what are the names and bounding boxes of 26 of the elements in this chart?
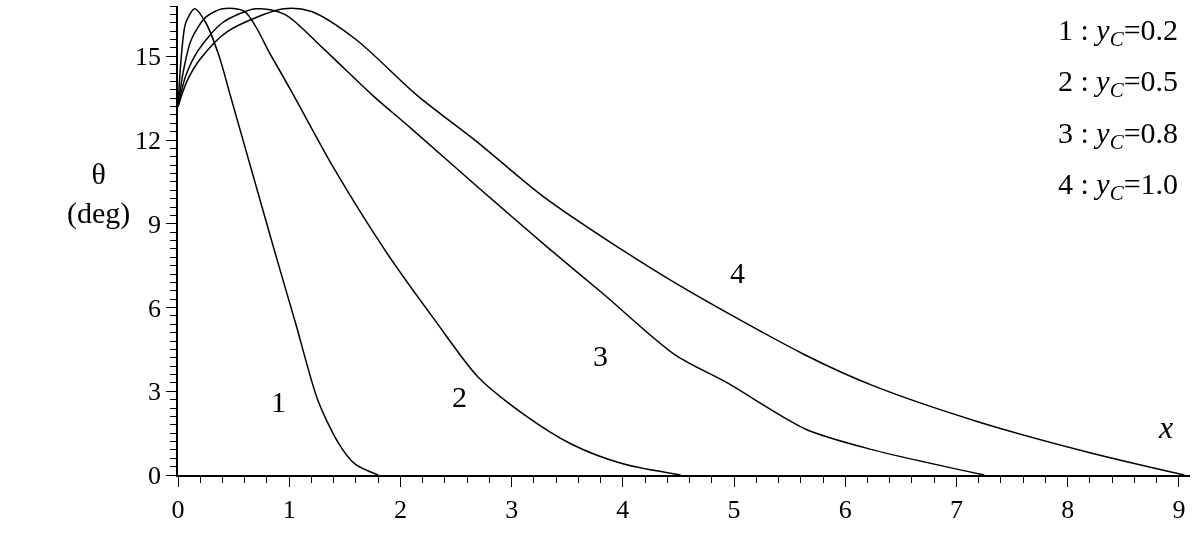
series-label: 4 <box>730 256 745 289</box>
annotation: 3 : y$_{C}$=0.8 <box>1058 116 1179 155</box>
x-tick-label: 0 <box>171 494 185 524</box>
annotation: 1 : y$_{C}$=0.2 <box>1058 13 1179 52</box>
y-tick-label: 9 <box>148 209 162 239</box>
x-tick-label: 4 <box>616 494 630 524</box>
y-tick-label: 6 <box>148 293 162 323</box>
y-tick-label: 12 <box>135 126 162 156</box>
x-axis-title: x <box>1158 409 1174 445</box>
x-tick-label: 2 <box>393 494 407 524</box>
annotation: 2 : y$_{C}$=0.5 <box>1058 64 1179 103</box>
annotation: 4 : y$_{C}$=1.0 <box>1058 167 1179 206</box>
series-label: 2 <box>452 380 467 413</box>
series-label: 1 <box>271 385 286 418</box>
x-tick-label: 9 <box>1172 494 1186 524</box>
x-tick-label: 8 <box>1061 494 1075 524</box>
y-tick-label: 0 <box>148 461 162 491</box>
x-tick-label: 1 <box>282 494 296 524</box>
y-axis-title: θ (deg) <box>67 157 131 230</box>
x-tick-label: 5 <box>727 494 741 524</box>
series-label: 3 <box>593 339 608 372</box>
y-tick-label: 3 <box>148 377 162 407</box>
x-tick-label: 6 <box>838 494 852 524</box>
x-tick-label: 3 <box>505 494 519 524</box>
y-tick-label: 15 <box>135 42 162 72</box>
x-tick-label: 7 <box>949 494 963 524</box>
